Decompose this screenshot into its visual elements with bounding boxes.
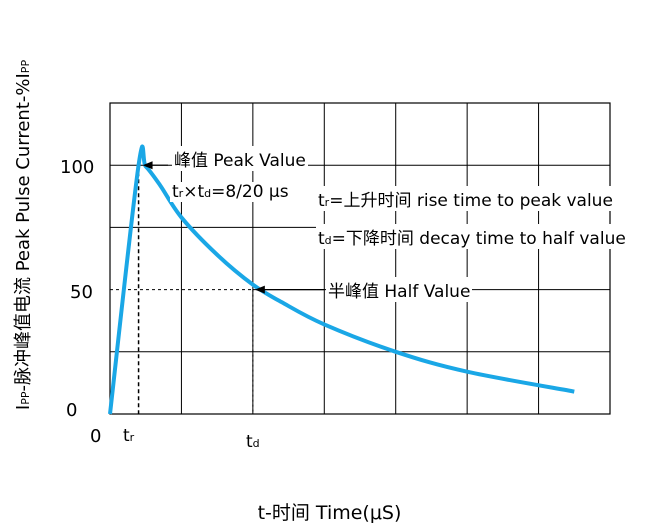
pulse-waveform-line <box>108 144 575 415</box>
y-axis-label: IPP-脉冲峰值电流 Peak Pulse Current-%IPP <box>13 59 34 411</box>
y-tick-0: 0 <box>66 400 78 421</box>
peak-arrowhead <box>142 161 153 170</box>
formula-label: tr×td=8/20 μs <box>170 182 291 202</box>
annotation-arrows <box>142 161 324 294</box>
y-tick-50: 50 <box>70 282 93 303</box>
x-tick-td: td <box>246 432 260 452</box>
y-tick-100: 100 <box>60 157 95 178</box>
decay-time-label: td=下降时间 decay time to half value <box>316 224 628 249</box>
grid <box>109 102 611 415</box>
x-tick-0: 0 <box>90 426 102 447</box>
x-axis-label: t-时间 Time(μS) <box>257 502 402 524</box>
half-value-label: 半峰值 Half Value <box>326 277 473 302</box>
x-tick-tr: tr <box>123 426 135 446</box>
half-arrowhead <box>254 285 265 294</box>
rise-time-label: tr=上升时间 rise time to peak value <box>316 186 615 211</box>
plot-frame <box>109 102 611 415</box>
peak-value-label: 峰值 Peak Value <box>172 146 308 171</box>
